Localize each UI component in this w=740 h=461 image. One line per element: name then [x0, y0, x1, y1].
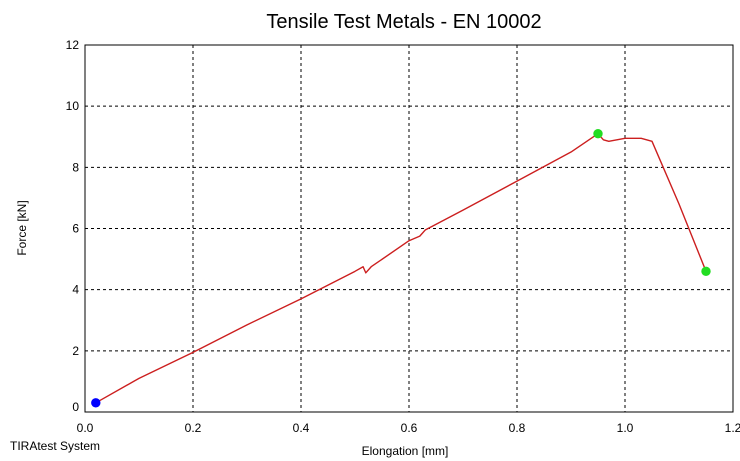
x-axis-ticks: 0.0 0.2 0.4 0.6 0.8 1.0 1.2 [77, 421, 740, 435]
x-tick-label: 0.6 [401, 421, 418, 435]
y-tick-label: 12 [66, 38, 80, 52]
y-tick-label: 6 [72, 222, 79, 236]
force-elongation-curve [95, 132, 707, 404]
data-marker [91, 398, 101, 408]
x-tick-label: 0.2 [185, 421, 202, 435]
x-tick-label: 0.4 [293, 421, 310, 435]
y-axis-label: Force [kN] [15, 200, 29, 255]
y-tick-label: 4 [72, 283, 79, 297]
data-marker [701, 266, 711, 277]
y-tick-label: 8 [72, 160, 79, 174]
x-tick-label: 1.0 [617, 421, 634, 435]
y-tick-label: 0 [72, 400, 79, 414]
y-tick-label: 10 [66, 99, 80, 113]
marker-layer [91, 128, 711, 408]
data-marker [593, 128, 603, 139]
chart-grid [85, 45, 733, 412]
y-tick-label: 2 [72, 344, 79, 358]
plot-frame [84, 44, 734, 413]
y-axis-ticks: 0 2 4 6 8 10 12 [66, 38, 80, 414]
x-tick-label: 1.2 [725, 421, 740, 435]
x-tick-label: 0.0 [77, 421, 94, 435]
system-label: TIRAtest System [10, 439, 101, 453]
series-layer [95, 132, 707, 404]
x-axis-label: Elongation [mm] [362, 444, 449, 458]
x-tick-label: 0.8 [509, 421, 526, 435]
chart-title: Tensile Test Metals - EN 10002 [266, 11, 541, 33]
